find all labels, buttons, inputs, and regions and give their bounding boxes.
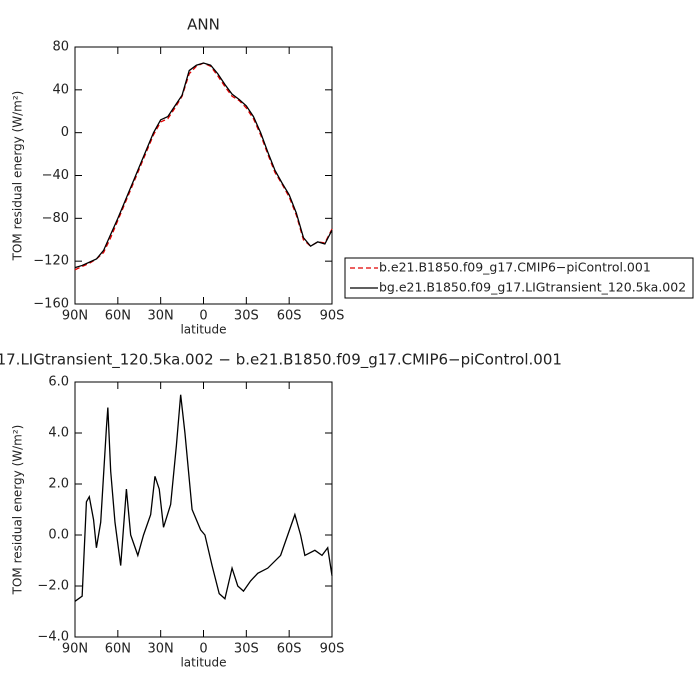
y-tick-label: −2.0 <box>37 579 69 594</box>
x-tick-label: 30N <box>148 642 174 657</box>
x-tick-label: 90S <box>320 642 345 657</box>
x-tick-label: 60N <box>105 642 131 657</box>
chart-title: bg.e21.B1850.f09_g17.LIGtransient_120.5k… <box>0 351 562 370</box>
x-axis-label: latitude <box>180 323 226 337</box>
x-tick-label: 30S <box>234 309 259 324</box>
panel: bg.e21.B1850.f09_g17.LIGtransient_120.5k… <box>0 351 562 670</box>
x-tick-label: 30S <box>234 642 259 657</box>
legend-label: b.e21.B1850.f09_g17.CMIP6−piControl.001 <box>379 260 651 275</box>
y-tick-label: −4.0 <box>37 630 69 645</box>
y-axis-label: TOM residual energy (W/m²) <box>11 91 25 262</box>
x-tick-label: 60S <box>277 642 302 657</box>
x-tick-label: 90N <box>62 309 88 324</box>
data-line <box>74 62 333 269</box>
y-tick-label: 0.0 <box>48 528 69 543</box>
y-tick-label: −120 <box>33 254 69 269</box>
y-tick-label: −160 <box>33 297 69 312</box>
y-tick-label: 6.0 <box>48 375 69 390</box>
x-tick-label: 60S <box>277 309 302 324</box>
panel: ANN 90N 60N 30N 0 30S 60S 90S −160 −120 −80 −40 0 40 8… <box>11 16 694 337</box>
y-tick-label: 80 <box>52 40 69 55</box>
legend-box <box>344 257 694 299</box>
y-tick-label: 2.0 <box>48 477 69 492</box>
x-tick-label: 90N <box>62 642 88 657</box>
x-axis-label: latitude <box>180 656 226 670</box>
data-line <box>74 62 333 271</box>
y-tick-label: 4.0 <box>48 426 69 441</box>
data-line <box>74 394 333 602</box>
x-tick-label: 90S <box>320 309 345 324</box>
y-tick-label: 0 <box>61 125 69 140</box>
x-tick-label: 0 <box>199 309 207 324</box>
x-tick-label: 0 <box>199 642 207 657</box>
y-axis-label: TOM residual energy (W/m²) <box>11 425 25 596</box>
legend-label: bg.e21.B1850.f09_g17.LIGtransient_120.5k… <box>379 280 686 295</box>
plot-frame <box>74 46 333 305</box>
y-tick-label: −40 <box>42 168 69 183</box>
chart-title: ANN <box>187 16 220 34</box>
x-tick-label: 30N <box>148 309 174 324</box>
y-tick-label: −80 <box>42 211 69 226</box>
y-tick-label: 40 <box>52 82 69 97</box>
x-tick-label: 60N <box>105 309 131 324</box>
